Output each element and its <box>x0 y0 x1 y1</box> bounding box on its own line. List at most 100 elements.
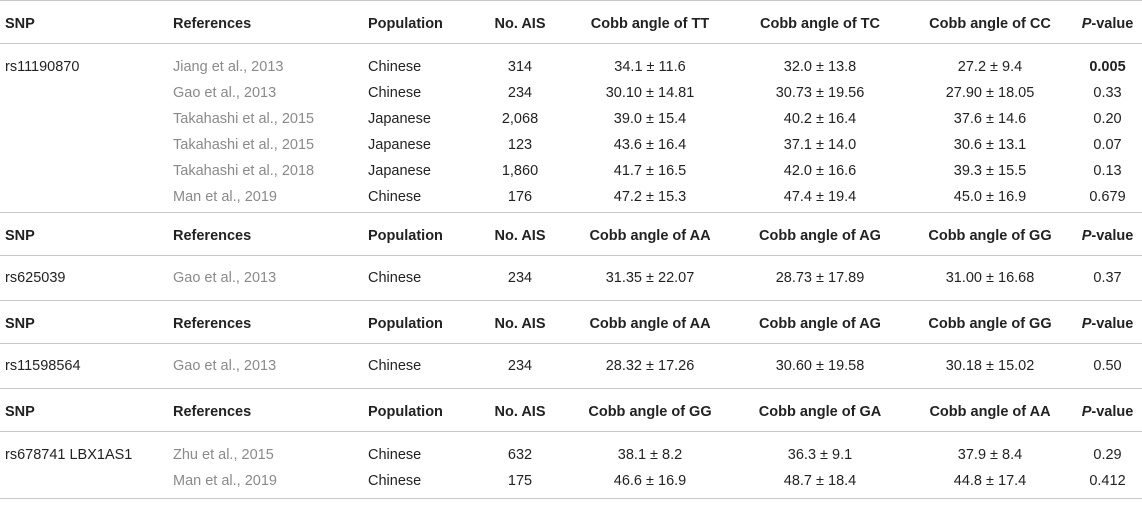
population: Chinese <box>368 270 422 286</box>
header-no-ais: No. AIS <box>494 228 546 244</box>
header-genotype-1: Cobb angle of AA <box>589 228 711 244</box>
section-rule <box>0 388 1142 389</box>
cobb-angle-2: 42.0 ± 16.6 <box>783 163 857 179</box>
header-population: Population <box>368 16 443 32</box>
table-top-rule <box>0 0 1142 1</box>
no-ais: 1,860 <box>501 163 539 179</box>
cobb-angle-2: 36.3 ± 9.1 <box>787 447 853 463</box>
header-references: References <box>173 316 252 332</box>
reference: Zhu et al., 2015 <box>173 447 274 463</box>
cobb-angle-3: 30.18 ± 15.02 <box>945 358 1035 374</box>
cobb-angle-2: 37.1 ± 14.0 <box>783 137 857 153</box>
cobb-angle-1: 31.35 ± 22.07 <box>605 270 695 286</box>
cobb-angle-1: 28.32 ± 17.26 <box>605 358 695 374</box>
snp-id: rs625039 <box>5 270 66 286</box>
p-value: 0.07 <box>1093 137 1122 153</box>
header-references: References <box>173 228 252 244</box>
reference: Takahashi et al., 2015 <box>173 137 315 153</box>
cobb-angle-3: 39.3 ± 15.5 <box>953 163 1027 179</box>
header-snp: SNP <box>5 228 35 244</box>
header-population: Population <box>368 404 443 420</box>
header-genotype-2: Cobb angle of AG <box>759 228 881 244</box>
table-row: rs11598564 Gao et al., 2013 Chinese 234 … <box>0 344 1142 388</box>
reference: Takahashi et al., 2015 <box>173 111 315 127</box>
no-ais: 234 <box>507 358 533 374</box>
header-genotype-1: Cobb angle of AA <box>589 316 711 332</box>
reference: Gao et al., 2013 <box>173 270 277 286</box>
cobb-angle-1: 30.10 ± 14.81 <box>605 85 695 101</box>
cobb-angle-1: 41.7 ± 16.5 <box>613 163 687 179</box>
header-references: References <box>173 404 252 420</box>
header-rule <box>0 255 1142 256</box>
header-snp: SNP <box>5 404 35 420</box>
cobb-angle-1: 43.6 ± 16.4 <box>613 137 687 153</box>
section-rule <box>0 300 1142 301</box>
table-row: Man et al., 2019 Chinese 176 47.2 ± 15.3… <box>0 184 1142 212</box>
header-genotype-3: Cobb angle of CC <box>929 16 1051 32</box>
p-value: 0.33 <box>1093 85 1122 101</box>
header-no-ais: No. AIS <box>494 16 546 32</box>
reference: Jiang et al., 2013 <box>173 59 284 75</box>
table-row: rs678741 LBX1AS1 Zhu et al., 2015 Chines… <box>0 442 1142 468</box>
no-ais: 2,068 <box>501 111 539 127</box>
cobb-angle-3: 27.90 ± 18.05 <box>945 85 1035 101</box>
header-row: SNP References Population No. AIS Cobb a… <box>0 389 1142 431</box>
header-rule <box>0 43 1142 44</box>
header-row: SNP References Population No. AIS Cobb a… <box>0 301 1142 343</box>
cobb-angle-1: 47.2 ± 15.3 <box>613 189 687 205</box>
header-p-value: P-value <box>1081 316 1134 332</box>
cobb-angle-3: 31.00 ± 16.68 <box>945 270 1035 286</box>
cobb-angle-3: 37.9 ± 8.4 <box>957 447 1023 463</box>
header-genotype-2: Cobb angle of GA <box>758 404 882 420</box>
p-value: 0.37 <box>1093 270 1122 286</box>
table-row: Takahashi et al., 2015 Japanese 2,068 39… <box>0 106 1142 132</box>
cobb-angle-3: 27.2 ± 9.4 <box>957 59 1023 75</box>
p-value: 0.412 <box>1089 473 1126 489</box>
cobb-angle-2: 28.73 ± 17.89 <box>775 270 865 286</box>
header-genotype-3: Cobb angle of AA <box>929 404 1051 420</box>
header-rule <box>0 343 1142 344</box>
reference: Takahashi et al., 2018 <box>173 163 315 179</box>
cobb-angle-2: 30.60 ± 19.58 <box>775 358 865 374</box>
header-population: Population <box>368 316 443 332</box>
header-no-ais: No. AIS <box>494 316 546 332</box>
population: Chinese <box>368 358 422 374</box>
no-ais: 123 <box>507 137 533 153</box>
cobb-angle-2: 32.0 ± 13.8 <box>783 59 857 75</box>
header-row: SNP References Population No. AIS Cobb a… <box>0 1 1142 43</box>
header-row: SNP References Population No. AIS Cobb a… <box>0 213 1142 255</box>
table-bottom-rule <box>0 498 1142 499</box>
snp-id: rs678741 LBX1AS1 <box>5 447 133 463</box>
cobb-angle-3: 37.6 ± 14.6 <box>953 111 1027 127</box>
table-row: Man et al., 2019 Chinese 175 46.6 ± 16.9… <box>0 468 1142 498</box>
cobb-angle-1: 39.0 ± 15.4 <box>613 111 687 127</box>
header-genotype-1: Cobb angle of TT <box>590 16 710 32</box>
population: Chinese <box>368 189 422 205</box>
p-value: 0.005 <box>1089 59 1126 75</box>
cobb-angle-2: 30.73 ± 19.56 <box>775 85 865 101</box>
header-population: Population <box>368 228 443 244</box>
snp-id: rs11190870 <box>5 59 80 75</box>
cobb-angle-2: 40.2 ± 16.4 <box>783 111 857 127</box>
no-ais: 234 <box>507 85 533 101</box>
reference: Gao et al., 2013 <box>173 358 277 374</box>
population: Japanese <box>368 111 431 127</box>
reference: Man et al., 2019 <box>173 473 277 489</box>
snp-id: rs11598564 <box>5 358 81 374</box>
header-rule <box>0 431 1142 432</box>
header-snp: SNP <box>5 16 35 32</box>
no-ais: 234 <box>507 270 533 286</box>
reference: Gao et al., 2013 <box>173 85 277 101</box>
section-rule <box>0 212 1142 213</box>
cobb-angle-1: 38.1 ± 8.2 <box>617 447 683 463</box>
cobb-angle-3: 44.8 ± 17.4 <box>953 473 1027 489</box>
population: Chinese <box>368 473 422 489</box>
header-genotype-2: Cobb angle of TC <box>759 16 880 32</box>
header-genotype-3: Cobb angle of GG <box>928 316 1052 332</box>
no-ais: 175 <box>507 473 533 489</box>
population: Chinese <box>368 447 422 463</box>
header-p-value: P-value <box>1081 16 1134 32</box>
p-value: 0.20 <box>1093 111 1122 127</box>
population: Chinese <box>368 59 422 75</box>
p-value: 0.679 <box>1089 189 1126 205</box>
